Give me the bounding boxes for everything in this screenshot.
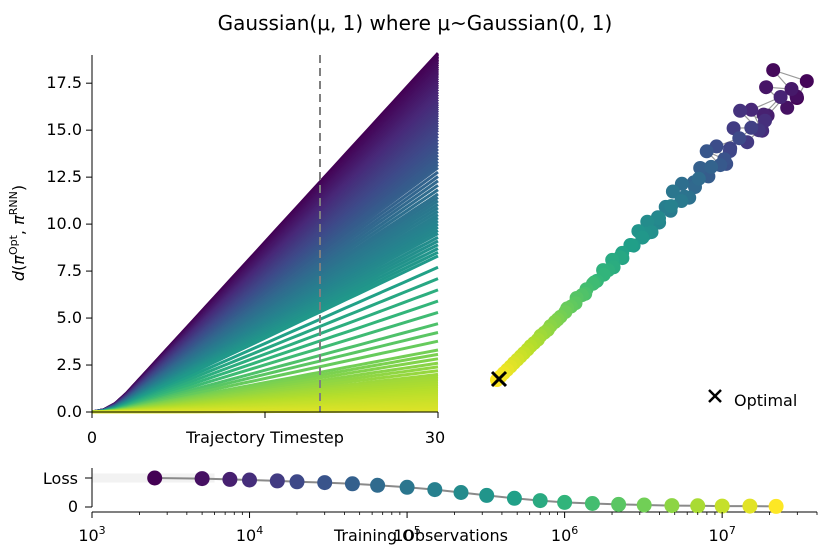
embedding-point	[665, 184, 680, 199]
embedding-point	[693, 161, 708, 175]
figure-title: Gaussian(μ, 1) where μ~Gaussian(0, 1)	[218, 11, 613, 35]
embedding-point	[744, 102, 759, 117]
embedding-point	[766, 63, 781, 78]
loss-point	[557, 494, 573, 510]
loss-point	[269, 473, 285, 489]
loss-x-tick-label: 107	[708, 524, 735, 545]
loss-point	[664, 498, 680, 514]
loss-x-label: Training Observations	[333, 526, 508, 545]
left-x-tick-0: 0	[87, 428, 97, 447]
loss-points	[147, 470, 784, 514]
loss-point	[147, 470, 163, 486]
embedding-panel: Optimal	[490, 63, 814, 410]
loss-point	[636, 497, 652, 513]
embedding-point	[733, 103, 748, 118]
embedding-point	[704, 159, 719, 174]
loss-point	[479, 487, 495, 503]
loss-x-tick-label: 103	[78, 524, 105, 545]
loss-x-ticks: 103 104 105 106 107	[78, 512, 818, 545]
left-y-tick-label: 2.5	[57, 355, 82, 374]
loss-point	[506, 490, 522, 506]
loss-point	[714, 498, 730, 514]
embedding-point	[691, 171, 706, 186]
legend-optimal-label: Optimal	[734, 391, 797, 410]
left-y-tick-label: 12.5	[46, 167, 82, 186]
embedding-point	[759, 80, 774, 95]
embedding-point	[784, 82, 799, 96]
left-y-tick-label: 5.0	[57, 308, 82, 327]
loss-x-tick-label: 106	[551, 524, 578, 545]
embedding-points	[490, 63, 814, 387]
embedding-point	[780, 100, 795, 115]
left-x-tick-30: 30	[425, 428, 445, 447]
loss-point	[289, 474, 305, 490]
loss-point	[768, 498, 784, 514]
loss-y-tick-0: 0	[68, 497, 78, 516]
embedding-point	[699, 144, 714, 159]
loss-point	[399, 479, 415, 495]
left-y-tick-label: 10.0	[46, 214, 82, 233]
embedding-point	[732, 131, 747, 146]
embedding-point	[624, 238, 639, 253]
left-y-label: d(πOpt, πRNN)	[7, 185, 28, 281]
left-x-label: Trajectory Timestep	[185, 428, 344, 447]
loss-point	[690, 498, 706, 514]
loss-point	[453, 485, 469, 500]
embedding-point	[664, 199, 679, 214]
loss-point	[742, 498, 758, 514]
left-y-tick-label: 17.5	[46, 73, 82, 92]
loss-point	[194, 471, 210, 487]
loss-point	[242, 472, 257, 488]
loss-x-tick-label: 104	[236, 524, 263, 545]
left-y-tick-label: 0.0	[57, 402, 82, 421]
embedding-point	[799, 74, 814, 89]
left-y-tick-label: 15.0	[46, 120, 82, 139]
embedding-point	[652, 211, 666, 226]
distance-panel: 0.0 2.5 5.0 7.5 10.0 12.5 15.0 17.5 0 30 Trajec…	[7, 52, 445, 447]
loss-point	[344, 476, 360, 492]
embedding-point	[773, 90, 788, 104]
loss-point	[532, 493, 548, 509]
loss-panel: Loss 0 103 104 105 106 107 Training Observat…	[43, 468, 818, 545]
loss-y-tick-loss: Loss	[43, 469, 78, 488]
loss-point	[370, 477, 386, 493]
loss-point	[427, 482, 443, 498]
loss-point	[611, 496, 627, 512]
left-y-tick-label: 7.5	[57, 261, 82, 280]
loss-point	[317, 475, 333, 491]
optimal-marker	[490, 370, 508, 388]
distance-lines	[91, 52, 440, 414]
embedding-point	[744, 120, 759, 135]
loss-x-tick-label: 105	[393, 524, 420, 545]
left-y-ticks: 0.0 2.5 5.0 7.5 10.0 12.5 15.0 17.5	[46, 73, 439, 421]
legend: Optimal	[708, 389, 797, 410]
loss-point	[584, 496, 600, 511]
loss-point	[222, 471, 238, 487]
